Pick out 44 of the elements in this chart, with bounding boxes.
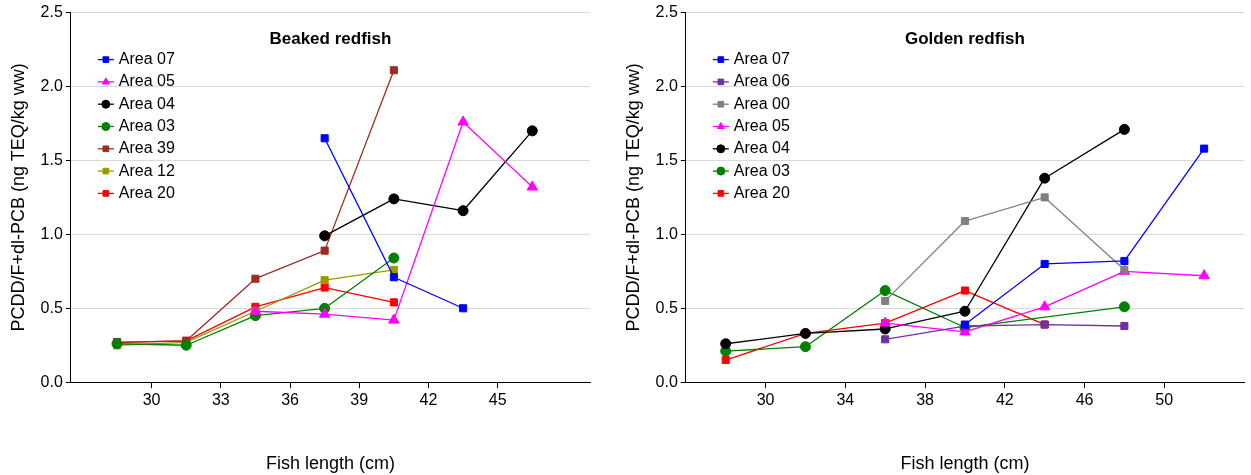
y-tick-label: 0.0 bbox=[40, 372, 63, 390]
x-tick-label: 36 bbox=[281, 391, 300, 409]
x-tick-label: 30 bbox=[142, 391, 161, 409]
y-tick-label: 2.5 bbox=[655, 3, 678, 21]
legend-label: Area 03 bbox=[118, 116, 175, 134]
legend-label: Area 07 bbox=[733, 50, 790, 68]
legend-label: Area 20 bbox=[118, 183, 175, 201]
y-axis-title: PCDD/F+dl-PCB (ng TEQ/kg ww) bbox=[7, 63, 28, 332]
x-tick-label: 38 bbox=[916, 391, 935, 409]
legend-label: Area 04 bbox=[118, 94, 175, 112]
x-axis-title: Fish length (cm) bbox=[900, 453, 1030, 474]
x-tick-label: 30 bbox=[756, 391, 775, 409]
legend-label: Area 04 bbox=[733, 139, 790, 157]
text: Golden redfish bbox=[904, 29, 1025, 49]
y-tick-label: 0.5 bbox=[655, 298, 678, 316]
legend-label: Area 05 bbox=[118, 72, 175, 90]
x-tick-label: 34 bbox=[836, 391, 855, 409]
legend-label: Area 12 bbox=[118, 161, 175, 179]
legend-label: Area 20 bbox=[733, 183, 790, 201]
y-axis-title: PCDD/F+dl-PCB (ng TEQ/kg ww) bbox=[622, 63, 643, 332]
y-tick-label: 0.5 bbox=[40, 298, 63, 316]
legend-label: Area 06 bbox=[733, 72, 790, 90]
y-tick-label: 2.5 bbox=[40, 3, 63, 21]
x-tick-label: 42 bbox=[419, 391, 438, 409]
x-tick-label: 45 bbox=[488, 391, 507, 409]
y-tick-label: 1.5 bbox=[40, 150, 63, 168]
x-tick-label: 39 bbox=[350, 391, 369, 409]
x-axis-title: Fish length (cm) bbox=[265, 453, 395, 474]
legend-label: Area 03 bbox=[733, 161, 790, 179]
x-tick-label: 46 bbox=[1075, 391, 1094, 409]
x-tick-label: 33 bbox=[211, 391, 230, 409]
y-tick-label: 1.0 bbox=[655, 224, 678, 242]
text: Beaked redfish bbox=[269, 29, 392, 49]
y-tick-label: 2.0 bbox=[40, 76, 63, 94]
legend-label: Area 00 bbox=[733, 94, 790, 112]
y-tick-label: 2.0 bbox=[655, 76, 678, 94]
x-tick-label: 42 bbox=[995, 391, 1014, 409]
y-tick-label: 1.0 bbox=[40, 224, 63, 242]
legend-label: Area 07 bbox=[118, 50, 175, 68]
legend-label: Area 05 bbox=[733, 116, 790, 134]
y-tick-label: 1.5 bbox=[655, 150, 678, 168]
x-tick-label: 50 bbox=[1155, 391, 1174, 409]
legend-label: Area 39 bbox=[118, 139, 175, 157]
y-tick-label: 0.0 bbox=[655, 372, 678, 390]
